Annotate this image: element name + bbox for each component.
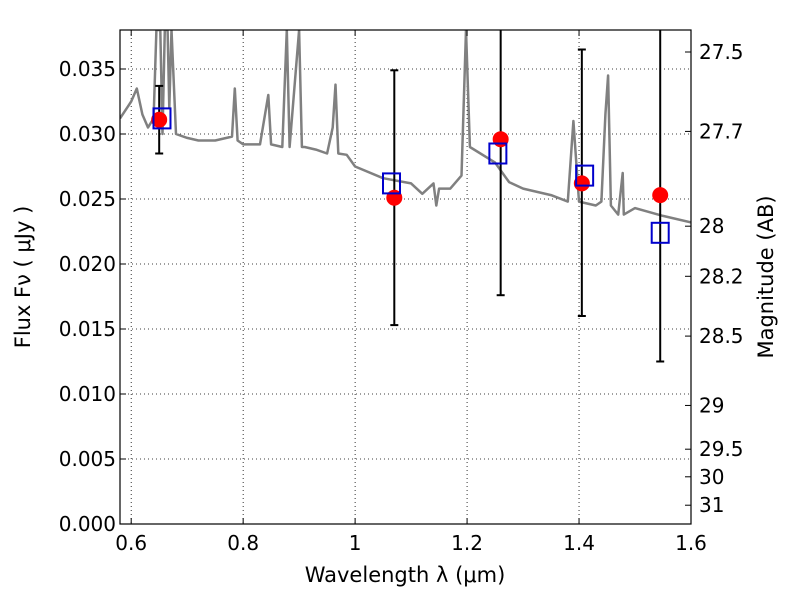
observed-flux-point bbox=[573, 175, 590, 192]
y2-tick-label: 31 bbox=[699, 493, 724, 517]
y2-tick-label: 27.5 bbox=[699, 40, 744, 64]
observed-flux-point bbox=[652, 187, 669, 204]
model-flux-square bbox=[650, 221, 670, 244]
model-spectrum-line bbox=[120, 30, 691, 224]
model-flux-square bbox=[575, 164, 595, 187]
y-tick-label: 0.010 bbox=[59, 382, 116, 406]
y2-tick-label: 29.5 bbox=[699, 437, 744, 461]
y2-tick-label: 27.7 bbox=[699, 119, 744, 143]
y-tick-label: 0.030 bbox=[59, 122, 116, 146]
y-tick-label: 0.000 bbox=[59, 512, 116, 536]
x-axis-label: Wavelength λ (μm) bbox=[305, 563, 506, 587]
y-tick-label: 0.025 bbox=[59, 187, 116, 211]
model-flux-square bbox=[488, 142, 508, 165]
x-tick-label: 0.8 bbox=[227, 531, 259, 555]
y-tick-label: 0.015 bbox=[59, 317, 116, 341]
x-tick-label: 1.6 bbox=[675, 531, 707, 555]
y-tick-label: 0.020 bbox=[59, 252, 116, 276]
observed-flux-point bbox=[151, 111, 168, 128]
x-tick-label: 0.6 bbox=[115, 531, 147, 555]
model-flux-square bbox=[152, 107, 172, 130]
y-tick-label: 0.035 bbox=[59, 57, 116, 81]
x-tick-label: 1.2 bbox=[451, 531, 483, 555]
y2-tick-label: 30 bbox=[699, 465, 724, 489]
x-tick-label: 1.4 bbox=[563, 531, 595, 555]
y2-tick-label: 28.2 bbox=[699, 264, 744, 288]
y-axis-label: Flux Fν ( μJy ) bbox=[11, 206, 35, 349]
y-tick-label: 0.005 bbox=[59, 447, 116, 471]
model-flux-square bbox=[382, 172, 402, 195]
x-tick-label: 1 bbox=[349, 531, 362, 555]
plot-frame bbox=[119, 29, 692, 525]
y2-tick-label: 29 bbox=[699, 393, 724, 417]
y2-tick-label: 28 bbox=[699, 214, 724, 238]
y2-tick-label: 28.5 bbox=[699, 324, 744, 348]
y2-axis-label: Magnitude (AB) bbox=[754, 195, 778, 358]
